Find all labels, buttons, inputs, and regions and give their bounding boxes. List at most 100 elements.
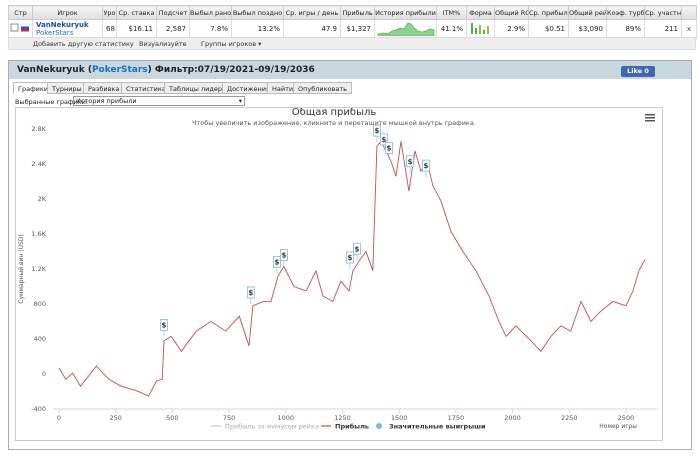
profit-sparkline — [377, 22, 435, 37]
x-tick-label: 1000 — [277, 414, 294, 422]
cell: 68 — [102, 19, 117, 39]
legend-label[interactable]: Прибыль — [335, 423, 369, 431]
tab[interactable]: Турниры — [47, 82, 87, 94]
cell: 13.2% — [231, 19, 284, 39]
x-axis-label: Номер игры — [599, 423, 637, 430]
form-cell — [466, 19, 495, 39]
header[interactable]: Ср. игры / день — [283, 5, 341, 20]
chart-subtitle: Чтобы увеличить изображение, кликните и … — [192, 119, 476, 127]
win-flag-label: $ — [374, 127, 379, 135]
win-flag-label: $ — [408, 158, 413, 166]
header[interactable]: История прибыли — [374, 5, 437, 20]
win-flag — [353, 242, 361, 255]
header[interactable]: Уро — [102, 5, 117, 20]
chart-select[interactable]: История прибыли ▾ — [73, 96, 245, 106]
title-part: VanNekuryuk ( — [17, 65, 92, 75]
header[interactable]: Выбыл рано — [189, 5, 232, 20]
select-label: Выбранные графики: — [15, 98, 89, 106]
win-flag-label: $ — [274, 258, 279, 266]
cell: $16.11 — [116, 19, 157, 39]
x-tick-label: 250 — [109, 414, 121, 422]
x-tick-label: 500 — [166, 414, 178, 422]
tab[interactable]: Найти — [267, 82, 299, 94]
y-tick-label: -400 — [31, 405, 46, 413]
y-tick-label: 2.8K — [31, 125, 46, 133]
x-tick-label: 2250 — [561, 414, 578, 422]
win-flag-label: $ — [248, 289, 253, 297]
header[interactable]: Форма — [466, 5, 495, 20]
remove-button[interactable]: x — [681, 19, 697, 39]
legend-symbol — [376, 423, 382, 429]
legend-label[interactable]: Прибыль за минусом рейка — [225, 423, 319, 431]
header[interactable]: Ср. прибыль — [528, 5, 569, 20]
profit-line — [58, 140, 646, 397]
cell: 2.9% — [494, 19, 529, 39]
header[interactable]: Выбыл поздно — [231, 5, 284, 20]
win-flag-label: $ — [282, 251, 287, 259]
cell: 2,587 — [156, 19, 190, 39]
player-cell: VanNekuryuk PokerStars — [32, 19, 103, 39]
select-arrow: ▾ — [238, 97, 242, 105]
win-flag — [346, 251, 354, 264]
header[interactable]: ITM% — [436, 5, 467, 20]
site-link[interactable]: PokerStars — [36, 29, 74, 37]
header — [681, 5, 697, 20]
win-flag — [422, 159, 430, 172]
header[interactable]: Общий ROI — [494, 5, 529, 20]
form-bars — [471, 23, 489, 34]
win-flag — [246, 286, 255, 299]
visualize-button[interactable]: Визуализуйте — [139, 40, 187, 48]
cell: 89% — [606, 19, 645, 39]
cell: $3,090 — [568, 19, 607, 39]
header[interactable]: Игрок — [32, 5, 103, 20]
header[interactable]: Подсчет — [156, 5, 190, 20]
y-tick-label: 1.2K — [31, 265, 46, 273]
cell: $0.51 — [528, 19, 569, 39]
legend-label[interactable]: Значительные выигрыши — [389, 423, 486, 431]
select-value: История прибыли — [76, 97, 137, 105]
tab[interactable]: Достижения — [222, 82, 275, 94]
header[interactable]: Коэф. турб — [606, 5, 645, 20]
like-button[interactable]: Like 0 — [621, 66, 655, 77]
checkbox-flag[interactable] — [10, 23, 30, 33]
win-flag-label: $ — [387, 145, 392, 153]
sparkline-cell — [374, 19, 437, 39]
header[interactable]: Ср. ставка — [116, 5, 157, 20]
chart-title: Общая прибыль — [292, 108, 377, 118]
win-flag-label: $ — [382, 136, 387, 144]
cell: $1,327 — [340, 19, 375, 39]
add-stat-button[interactable]: Добавить другую статистику — [33, 40, 134, 48]
x-tick-label: 1750 — [448, 414, 465, 422]
y-tick-label: 2K — [38, 195, 47, 203]
header[interactable]: Стр — [8, 5, 33, 20]
chart-box: Общая прибыль Чтобы увеличить изображени… — [15, 107, 663, 441]
header-row: Стр Игрок Уро Ср. ставка Подсчет Выбыл рано Вы… — [8, 5, 697, 20]
title-site[interactable]: PokerStars — [91, 65, 148, 75]
cell: 7.8% — [189, 19, 232, 39]
panel-title: VanNekuryuk (PokerStars) Фильтр:07/19/20… — [17, 65, 315, 75]
chart: Общая прибыль Чтобы увеличить изображени… — [18, 107, 658, 431]
cell: 211 — [644, 19, 682, 39]
header[interactable]: Общий рей — [568, 5, 607, 20]
x-tick-label: 2000 — [504, 414, 521, 422]
win-flag — [385, 142, 393, 155]
tab[interactable]: Разбивка — [83, 82, 125, 94]
y-tick-label: 800 — [34, 300, 46, 308]
header[interactable]: Прибыль — [340, 5, 375, 20]
tab[interactable]: Опубликовать — [293, 82, 352, 94]
y-tick-label: 0 — [42, 370, 46, 378]
player-row: VanNekuryuk PokerStars 68 $16.11 2,587 7.… — [8, 19, 697, 39]
win-flag-label: $ — [423, 162, 428, 170]
toolbar: Добавить другую статистику Визуализуйте … — [8, 37, 696, 50]
menu-icon[interactable] — [645, 114, 655, 122]
x-tick-label: 0 — [57, 414, 61, 422]
x-tick-label: 1250 — [334, 414, 351, 422]
select-cell — [8, 19, 33, 39]
groups-button[interactable]: Группы игроков ▾ — [201, 40, 262, 48]
header[interactable]: Ср. участн — [644, 5, 682, 20]
win-flag — [406, 155, 414, 168]
player-name[interactable]: VanNekuryuk — [36, 21, 89, 29]
cell: 47.9 — [283, 19, 341, 39]
y-tick-label: 1.6K — [31, 230, 46, 238]
